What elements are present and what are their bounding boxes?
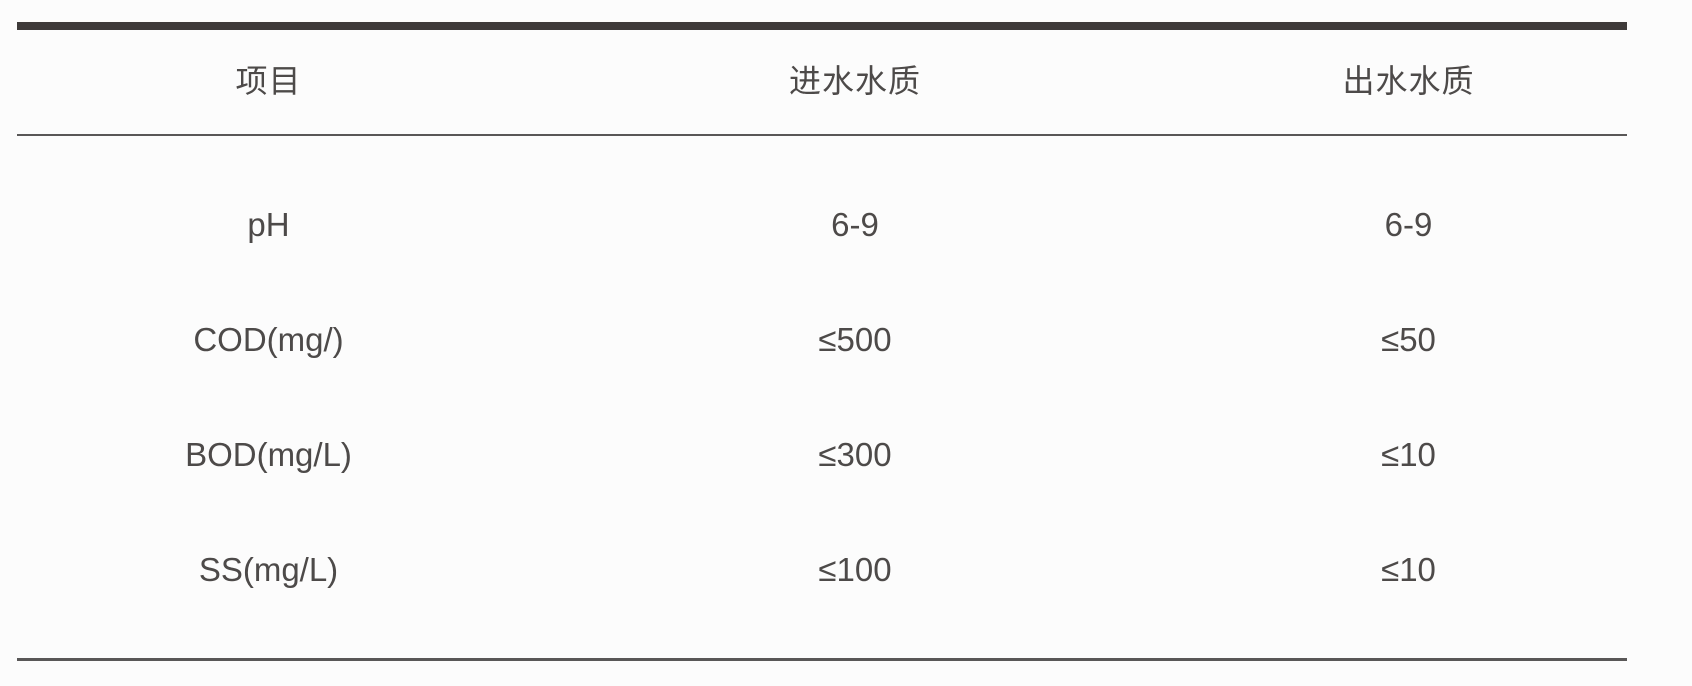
header-cell-item: 项目 bbox=[235, 63, 302, 100]
header-divider bbox=[17, 134, 1627, 136]
effluent-value: 6-9 bbox=[1384, 206, 1433, 244]
row-label: pH bbox=[247, 206, 290, 244]
influent-value: 6-9 bbox=[831, 206, 879, 244]
table-top-border bbox=[17, 22, 1627, 30]
water-quality-table: 项目 进水水质 出水水质 pH 6-9 6-9 COD(mg/) ≤500 ≤5… bbox=[17, 22, 1627, 661]
effluent-value: ≤50 bbox=[1381, 321, 1436, 359]
header-cell-influent: 进水水质 bbox=[788, 63, 921, 100]
table-header-row: 项目 进水水质 出水水质 bbox=[17, 30, 1627, 134]
table-row-ph: pH 6-9 6-9 bbox=[17, 168, 1627, 283]
header-cell-effluent: 出水水质 bbox=[1342, 63, 1475, 100]
row-label: BOD(mg/L) bbox=[185, 436, 352, 474]
row-label: COD(mg/) bbox=[193, 321, 344, 359]
effluent-value: ≤10 bbox=[1381, 436, 1436, 474]
influent-value: ≤100 bbox=[818, 551, 892, 589]
table-body: pH 6-9 6-9 COD(mg/) ≤500 ≤50 BOD(mg/L) ≤… bbox=[17, 136, 1627, 658]
table-row-ss: SS(mg/L) ≤100 ≤10 bbox=[17, 513, 1627, 628]
table-row-bod: BOD(mg/L) ≤300 ≤10 bbox=[17, 398, 1627, 513]
effluent-value: ≤10 bbox=[1381, 551, 1436, 589]
table-bottom-border bbox=[17, 658, 1627, 661]
influent-value: ≤300 bbox=[818, 436, 892, 474]
influent-value: ≤500 bbox=[818, 321, 892, 359]
table-row-cod: COD(mg/) ≤500 ≤50 bbox=[17, 283, 1627, 398]
row-label: SS(mg/L) bbox=[198, 551, 339, 589]
